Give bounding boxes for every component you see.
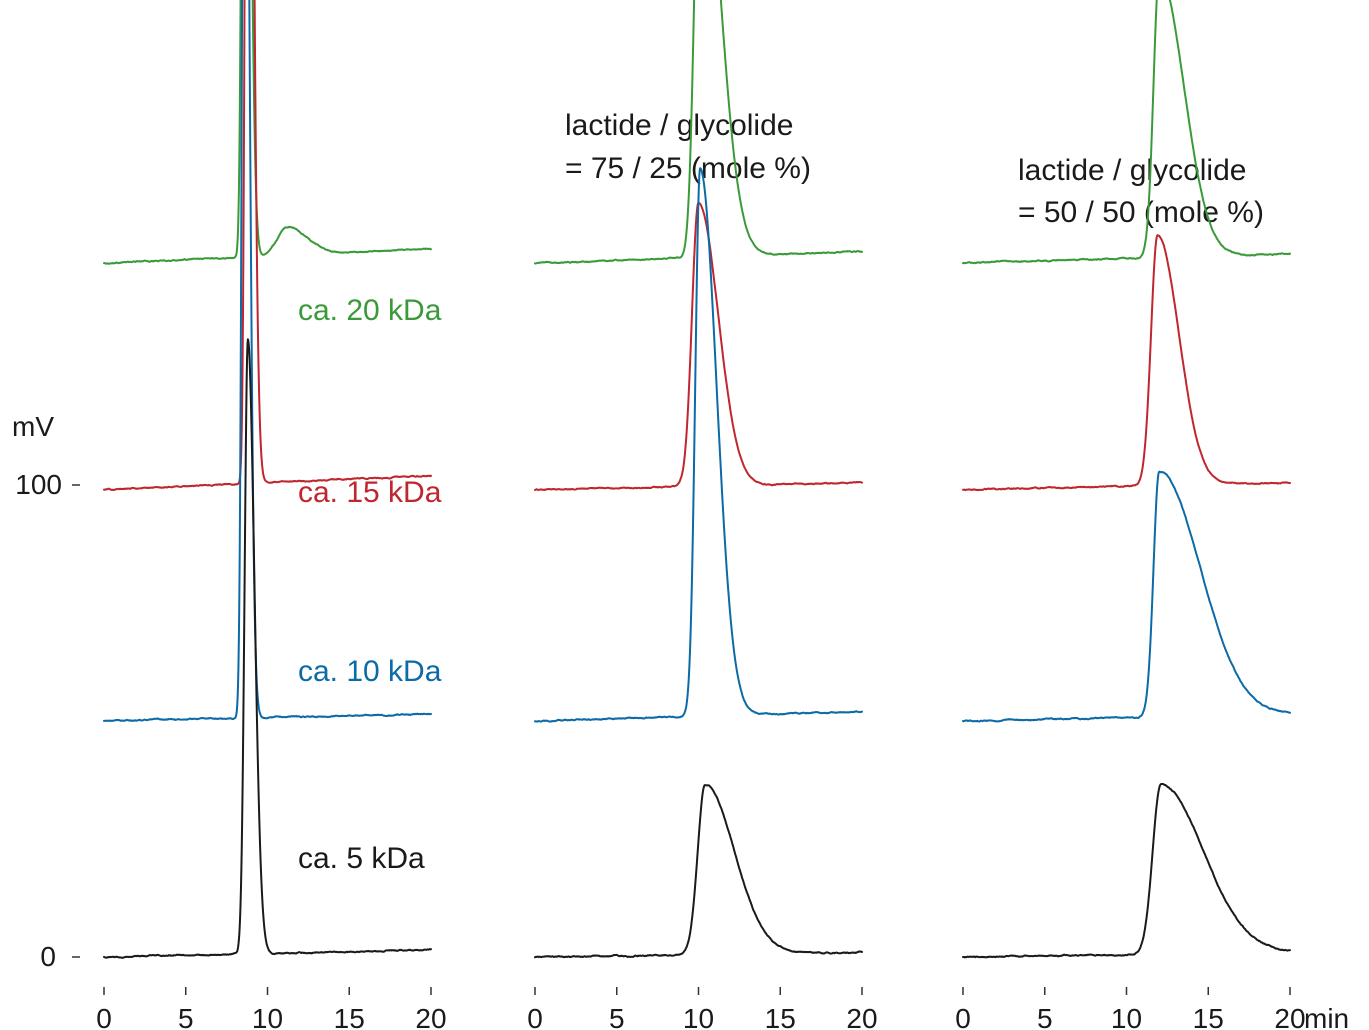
panel-1-trace-ca-5-kda [103,338,432,959]
panel-3-x-tick-label-5: 5 [1037,1003,1053,1030]
panel-3-trace-ca-5-kda [962,782,1291,959]
y-tick-label-1: 0 [40,941,56,972]
panel-2-trace-ca-10-kda [534,167,863,723]
series-label-ca-20-kda: ca. 20 kDa [298,294,442,327]
panel-1-x-tick-label-20: 20 [415,1003,446,1030]
panel-2: 0 5 10 15 20 lactide / glycolide = 75 / 25 (mo… [527,0,878,1030]
panel-2-x-tick-label-5: 5 [609,1003,625,1030]
y-axis: mV 100 0 [12,411,80,972]
panel-3: 0 5 10 15 20 lactide / glycolide = 50 / 50 (mo… [955,0,1306,1030]
panel-2-annotation-line-2: = 75 / 25 (mole %) [565,152,811,185]
series-label-ca-10-kda: ca. 10 kDa [298,655,442,688]
x-axis-unit-label: min [1304,1003,1349,1030]
panel-1-trace-ca-20-kda [103,0,432,265]
panel-1-trace-ca-15-kda [103,0,432,492]
panel-1-x-tick-label-5: 5 [178,1003,194,1030]
panel-2-trace-ca-15-kda [534,201,863,491]
panel-1-x-tick-label-10: 10 [252,1003,283,1030]
panel-3-x-tick-label-10: 10 [1111,1003,1142,1030]
y-tick-label-0: 100 [15,469,62,500]
series-label-ca-5-kda: ca. 5 kDa [298,842,425,875]
panel-3-annotation-line-2: = 50 / 50 (mole %) [1018,196,1264,229]
panel-1-x-tick-label-0: 0 [96,1003,112,1030]
panel-3-x-tick-label-20: 20 [1274,1003,1305,1030]
panel-3-trace-ca-10-kda [962,470,1291,723]
panel-2-x-tick-label-0: 0 [527,1003,543,1030]
panel-3-x-tick-label-15: 15 [1193,1003,1224,1030]
panel-2-annotation-line-1: lactide / glycolide [565,109,793,142]
panel-1-trace-ca-10-kda [103,0,432,722]
panels: 0 5 10 15 20 ca. 20 kDa ca. 15 kDa ca. 10 kDa ca… [96,0,1306,1030]
panel-1-x-tick-label-15: 15 [334,1003,365,1030]
panel-2-trace-ca-20-kda [534,0,863,265]
panel-1: 0 5 10 15 20 ca. 20 kDa ca. 15 kDa ca. 10 kDa ca… [96,0,447,1030]
panel-3-trace-ca-20-kda [962,0,1291,265]
panel-3-annotation-line-1: lactide / glycolide [1018,154,1246,187]
panel-2-x-tick-label-10: 10 [683,1003,714,1030]
series-label-ca-15-kda: ca. 15 kDa [298,476,442,509]
panel-3-x-tick-label-0: 0 [955,1003,971,1030]
panel-2-trace-ca-5-kda [534,784,863,959]
panel-2-x-tick-label-20: 20 [846,1003,877,1030]
panel-2-x-tick-label-15: 15 [765,1003,796,1030]
y-axis-label: mV [12,411,54,442]
panel-3-trace-ca-15-kda [962,234,1291,492]
